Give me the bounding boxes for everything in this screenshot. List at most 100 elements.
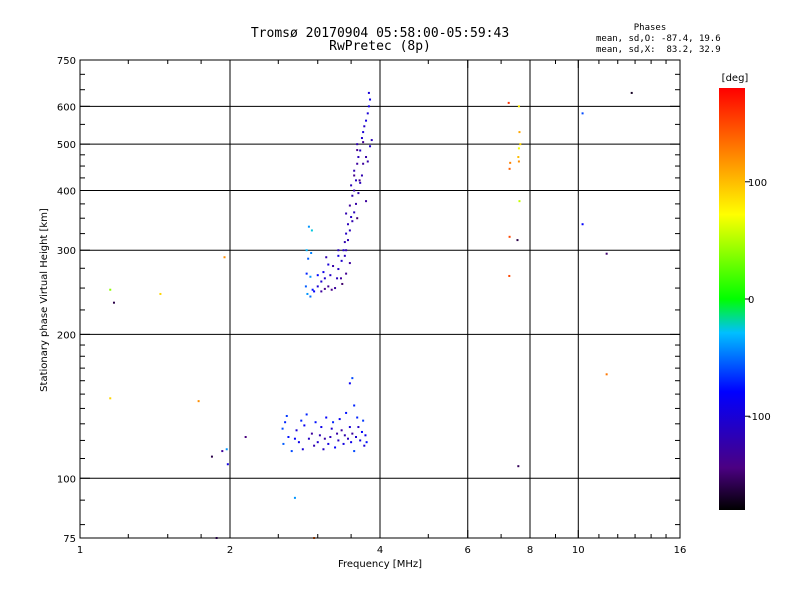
x-tick-label: 2 bbox=[227, 545, 233, 556]
colorbar-gradient bbox=[719, 88, 745, 510]
data-point bbox=[112, 301, 115, 304]
data-point bbox=[338, 418, 341, 421]
data-point bbox=[293, 496, 296, 499]
data-point bbox=[320, 280, 323, 283]
data-point bbox=[306, 292, 309, 295]
data-point bbox=[365, 119, 368, 122]
data-point bbox=[357, 156, 360, 159]
y-tick-label: 300 bbox=[57, 246, 76, 257]
data-point bbox=[313, 444, 316, 447]
data-point bbox=[334, 287, 337, 290]
data-point bbox=[369, 98, 372, 101]
data-point bbox=[348, 204, 351, 207]
x-axis-label: Frequency [MHz] bbox=[338, 559, 422, 570]
data-point bbox=[313, 290, 316, 293]
data-point bbox=[337, 254, 340, 257]
y-tick-label: 400 bbox=[57, 186, 76, 197]
data-point bbox=[320, 426, 323, 429]
x-tick-label: 1 bbox=[77, 545, 83, 556]
data-point bbox=[342, 249, 345, 252]
data-point bbox=[354, 435, 357, 438]
data-point bbox=[362, 419, 365, 422]
data-point bbox=[290, 450, 293, 453]
tick-labels: 1 2 4 6 8 10 16 75 100 200 300 400 500 600 750 bbox=[57, 56, 686, 556]
data-point bbox=[300, 419, 303, 422]
data-point bbox=[509, 161, 512, 164]
data-point bbox=[363, 444, 366, 447]
data-point bbox=[581, 223, 584, 226]
data-point bbox=[346, 223, 349, 226]
data-point bbox=[348, 229, 351, 232]
data-point bbox=[508, 235, 511, 238]
data-point bbox=[337, 249, 340, 252]
data-point bbox=[357, 426, 360, 429]
data-point bbox=[605, 373, 608, 376]
data-point bbox=[351, 220, 354, 223]
data-point bbox=[508, 167, 511, 170]
data-point bbox=[305, 272, 308, 275]
data-point bbox=[359, 181, 362, 184]
data-point bbox=[337, 439, 340, 442]
data-point bbox=[310, 432, 313, 435]
data-point bbox=[330, 288, 333, 291]
data-point bbox=[225, 448, 228, 451]
data-point bbox=[340, 259, 343, 262]
chart-subtitle: RwPretec (8p) bbox=[329, 39, 431, 54]
data-point bbox=[351, 194, 354, 197]
data-point bbox=[282, 442, 285, 445]
x-tick-label: 8 bbox=[527, 545, 533, 556]
data-point bbox=[350, 441, 353, 444]
data-point bbox=[325, 256, 328, 259]
data-point bbox=[327, 285, 330, 288]
data-point bbox=[336, 432, 339, 435]
data-point bbox=[316, 285, 319, 288]
data-point bbox=[348, 382, 351, 385]
data-point bbox=[581, 112, 584, 115]
data-point bbox=[356, 162, 359, 165]
data-point bbox=[345, 411, 348, 414]
data-point bbox=[364, 434, 367, 437]
data-point bbox=[348, 262, 351, 265]
data-point bbox=[369, 145, 372, 148]
data-point bbox=[346, 239, 349, 242]
data-point bbox=[339, 277, 342, 280]
data-point bbox=[297, 441, 300, 444]
data-point bbox=[332, 421, 335, 424]
data-point bbox=[197, 400, 200, 403]
data-point bbox=[295, 429, 298, 432]
data-point bbox=[366, 160, 369, 163]
colorbar-ticks: 100 0 -100 bbox=[745, 178, 771, 423]
stats-x-mode: mean, sd,X: 83.2, 32.9 bbox=[596, 45, 721, 55]
stats-o-mode: mean, sd,O: -87.4, 19.6 bbox=[596, 34, 721, 44]
data-point bbox=[348, 426, 351, 429]
data-point bbox=[332, 265, 335, 268]
data-point bbox=[367, 91, 370, 94]
data-point bbox=[345, 249, 348, 252]
data-point bbox=[340, 429, 343, 432]
data-point bbox=[346, 437, 349, 440]
y-axis-label: Stationary phase Virtual Height [km] bbox=[39, 208, 50, 392]
data-point bbox=[370, 139, 373, 142]
data-point bbox=[330, 427, 333, 430]
data-point bbox=[360, 174, 363, 177]
data-point bbox=[287, 435, 290, 438]
y-tick-label: 100 bbox=[57, 474, 76, 485]
chart-title: Tromsø 20170904 05:58:00-05:59:43 bbox=[250, 26, 510, 41]
data-point bbox=[356, 149, 359, 152]
data-point bbox=[309, 295, 312, 298]
data-point bbox=[362, 162, 365, 165]
data-point bbox=[345, 232, 348, 235]
data-point bbox=[365, 200, 368, 203]
data-point bbox=[329, 435, 332, 438]
data-point bbox=[322, 448, 325, 451]
data-point bbox=[351, 432, 354, 435]
data-point bbox=[284, 421, 287, 424]
colorbar-tick-label: 100 bbox=[748, 178, 767, 189]
data-point bbox=[323, 437, 326, 440]
data-point bbox=[350, 216, 353, 219]
data-point bbox=[354, 202, 357, 205]
data-point bbox=[519, 143, 522, 146]
data-point bbox=[354, 179, 357, 182]
